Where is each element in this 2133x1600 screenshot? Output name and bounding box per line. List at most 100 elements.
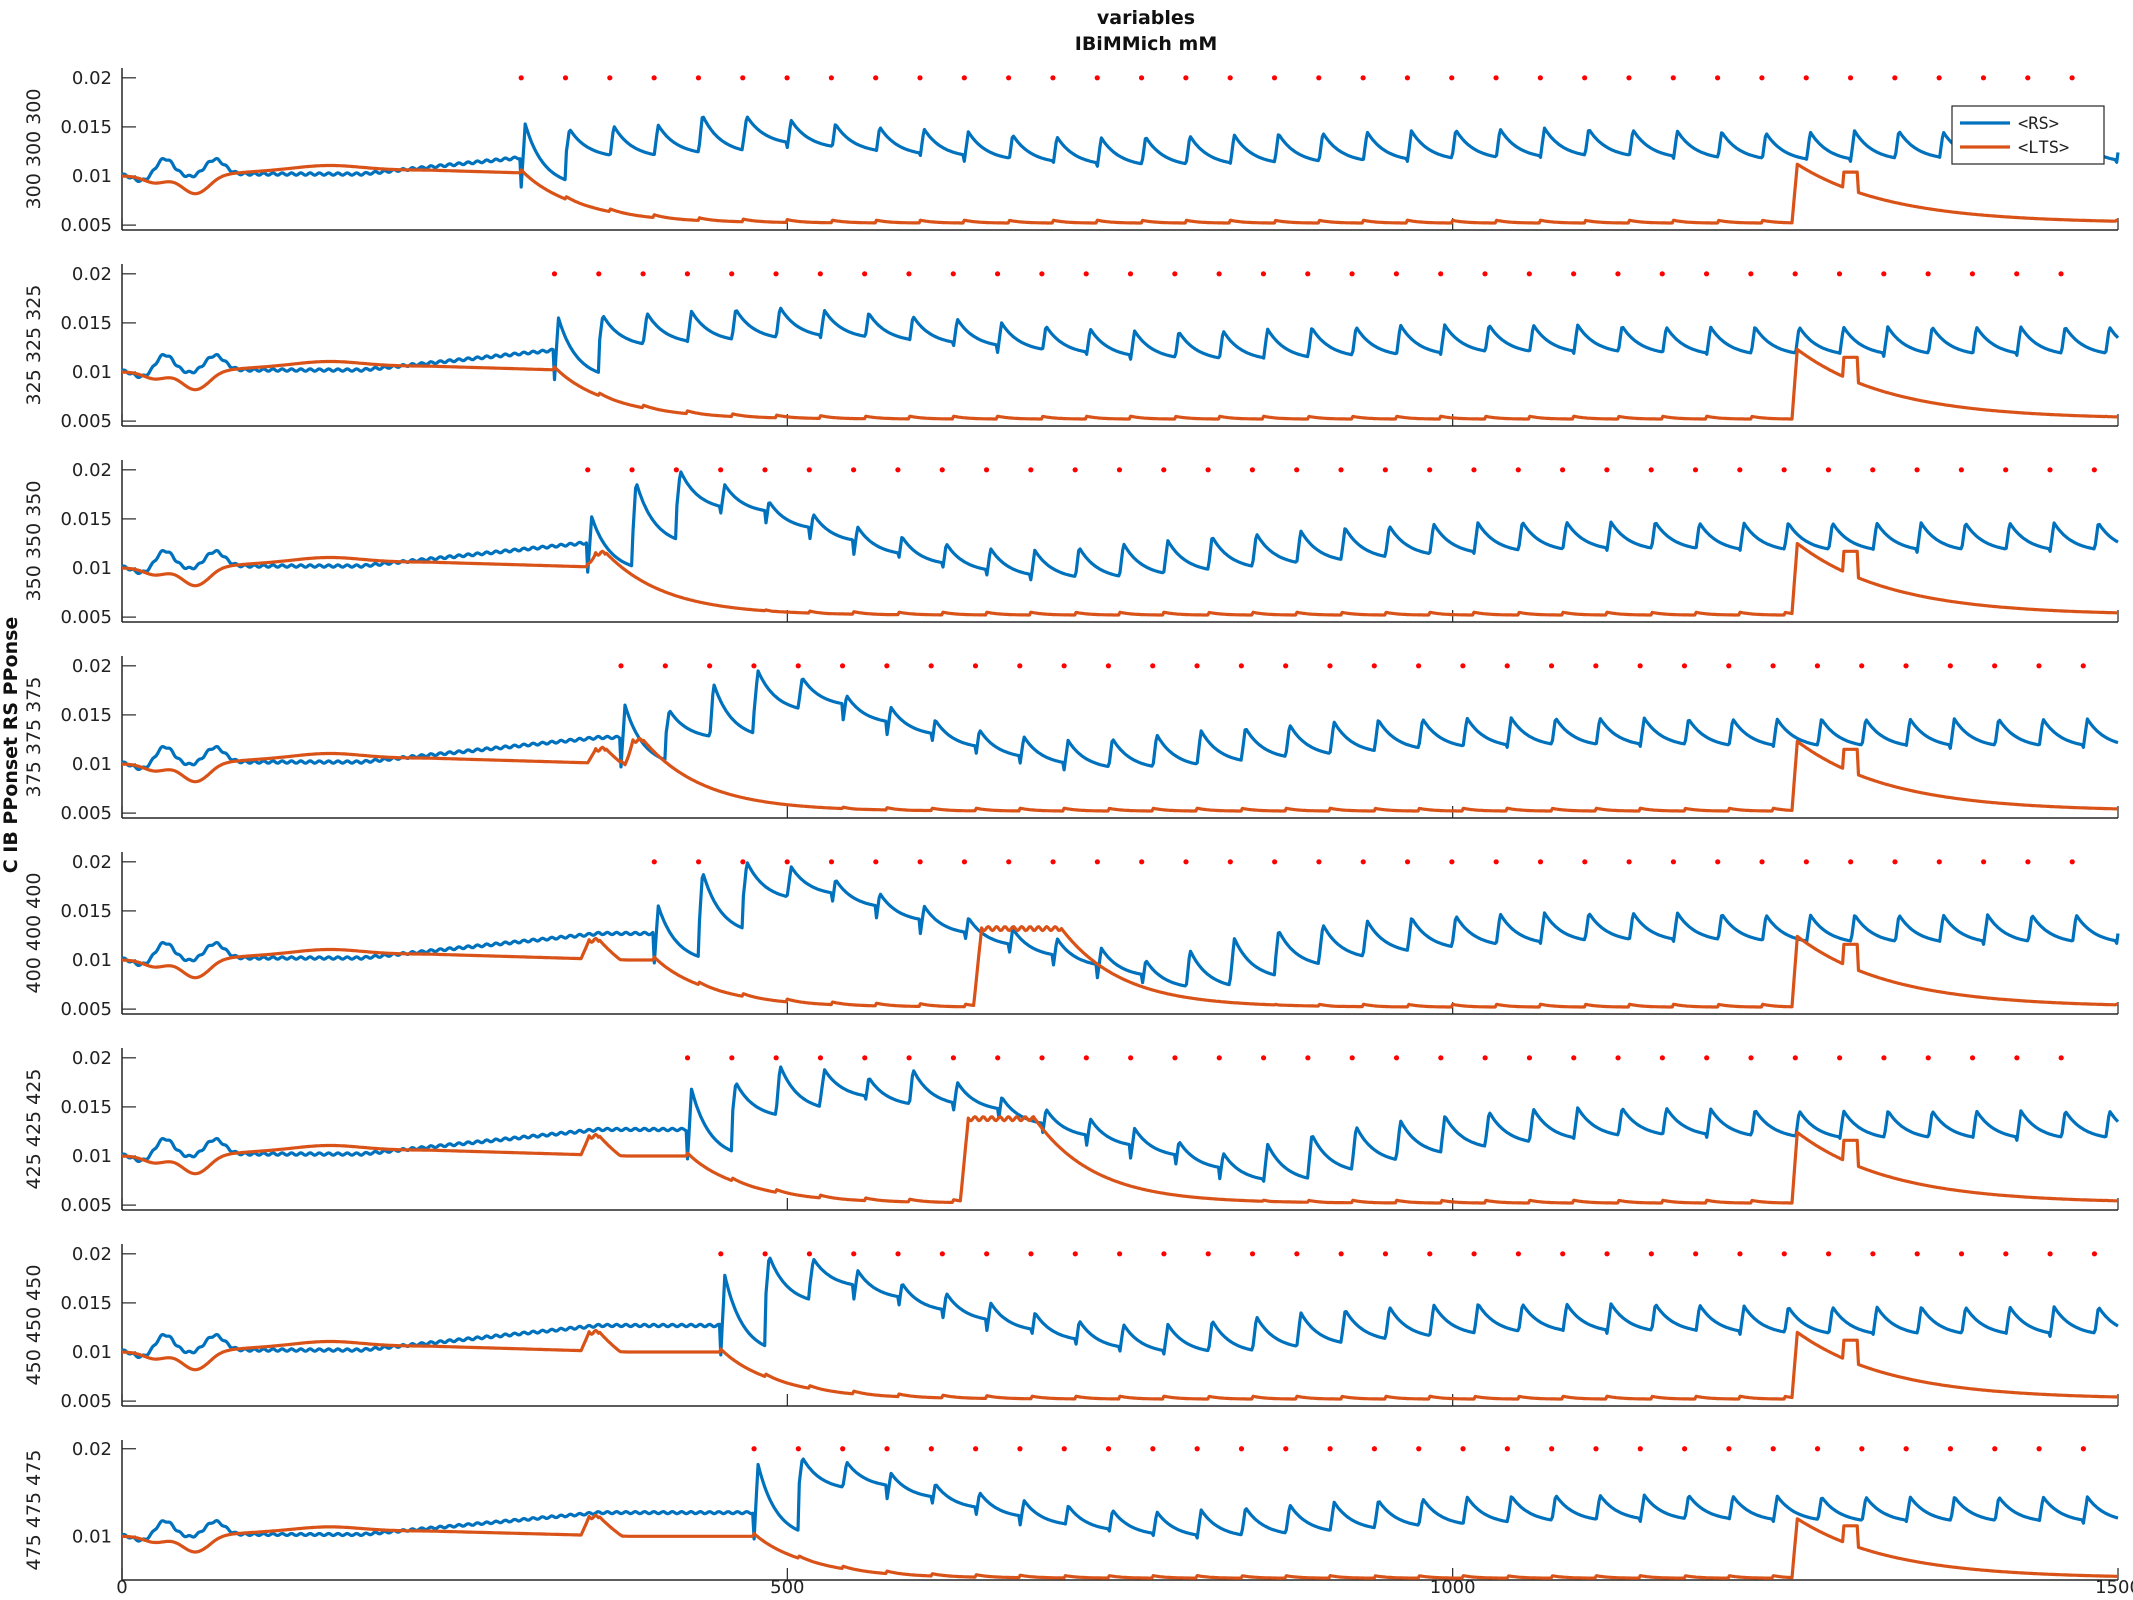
- spike-marker: [817, 1055, 824, 1061]
- panel-3: 0.005 0.01 0.015 0.02 350 350 350: [23, 460, 2119, 628]
- series-rs-line: [121, 470, 2119, 582]
- spike-marker: [928, 663, 934, 669]
- spike-marker: [895, 467, 901, 473]
- spike-marker: [2047, 1251, 2053, 1257]
- y-tick-label: 0.015: [60, 705, 112, 726]
- spike-marker: [1150, 1446, 1156, 1452]
- spike-marker: [1493, 75, 1499, 81]
- spike-marker: [1958, 467, 1964, 473]
- spike-marker: [1703, 271, 1710, 277]
- spike-marker: [751, 663, 757, 669]
- spike-marker: [2069, 859, 2075, 865]
- spike-marker: [1349, 1055, 1355, 1061]
- spike-marker: [1803, 859, 1809, 865]
- spike-marker: [806, 1251, 813, 1257]
- spike-marker: [1271, 75, 1278, 81]
- spike-marker: [1460, 663, 1466, 669]
- spike-marker: [762, 1251, 768, 1257]
- spike-marker: [795, 1446, 801, 1452]
- spike-marker: [2058, 271, 2064, 277]
- row-label: 325 325 325: [23, 285, 45, 406]
- spike-marker: [2014, 271, 2020, 277]
- spike-marker: [1549, 1446, 1555, 1452]
- spike-marker: [1670, 75, 1676, 81]
- spike-marker: [2025, 75, 2031, 81]
- y-tick-label: 0.015: [60, 117, 112, 138]
- spike-marker: [873, 75, 879, 81]
- spike-marker: [1360, 75, 1366, 81]
- spike-marker: [518, 75, 524, 81]
- spike-marker: [1105, 1446, 1112, 1452]
- spike-marker: [1715, 859, 1721, 865]
- spike-marker: [1504, 1446, 1510, 1452]
- spike-marker: [585, 467, 591, 473]
- spike-marker: [1859, 663, 1865, 669]
- spike-marker: [1903, 663, 1909, 669]
- spike-marker: [1227, 859, 1233, 865]
- spike-marker: [1859, 1446, 1865, 1452]
- spike-marker: [1294, 1251, 1300, 1257]
- y-tick-label: 0.02: [72, 68, 112, 89]
- series-rs-line: [121, 1457, 2119, 1543]
- spike-marker: [1648, 467, 1654, 473]
- y-tick-label: 0.02: [72, 1048, 112, 1069]
- series-lts-line: [121, 736, 2119, 813]
- spike-marker: [640, 271, 646, 277]
- series-lts-line: [121, 924, 2119, 1009]
- spike-marker: [1194, 1446, 1200, 1452]
- spike-marker: [1139, 859, 1145, 865]
- y-tick-label: 0.02: [72, 264, 112, 285]
- spike-marker: [707, 663, 713, 669]
- spike-marker: [1825, 1251, 1832, 1257]
- legend-box: [1951, 105, 2105, 165]
- panel-5: 0.005 0.01 0.015 0.02 400 400 400: [23, 852, 2120, 1020]
- spike-marker: [1571, 1055, 1577, 1061]
- spike-marker: [1781, 1251, 1787, 1257]
- spike-marker: [1537, 75, 1543, 81]
- spike-marker: [862, 1055, 868, 1061]
- figure-title-line1: variables: [1097, 7, 1195, 29]
- spike-marker: [939, 467, 945, 473]
- spike-marker: [1726, 1446, 1732, 1452]
- spike-marker: [1748, 1055, 1754, 1061]
- spike-marker: [1582, 859, 1588, 865]
- spike-marker: [740, 75, 746, 81]
- spike-marker: [1039, 271, 1045, 277]
- spike-marker: [1083, 1055, 1089, 1061]
- spike-marker: [1648, 1251, 1654, 1257]
- spike-marker: [873, 859, 879, 865]
- spike-marker: [906, 271, 912, 277]
- spike-marker: [2036, 663, 2042, 669]
- x-tick-label: 0: [116, 1577, 127, 1598]
- y-tick-label: 0.01: [72, 1342, 112, 1363]
- spike-marker: [1371, 1446, 1378, 1452]
- spike-marker: [1936, 859, 1942, 865]
- spike-marker: [1947, 1446, 1954, 1452]
- spike-marker: [1327, 663, 1333, 669]
- spike-marker: [1814, 1446, 1821, 1452]
- spike-marker: [1693, 1251, 1699, 1257]
- y-tick-label: 0.005: [60, 803, 112, 824]
- spike-marker: [1881, 271, 1887, 277]
- y-tick-label: 0.015: [60, 313, 112, 334]
- spike-marker: [1338, 1251, 1344, 1257]
- spike-marker: [1216, 1055, 1222, 1061]
- spike-marker: [1526, 271, 1532, 277]
- spike-marker: [1028, 1251, 1034, 1257]
- spike-marker: [1560, 1251, 1566, 1257]
- spike-marker: [1427, 467, 1433, 473]
- spike-marker: [1682, 1446, 1688, 1452]
- spike-marker: [1272, 859, 1278, 865]
- row-label: 450 450 450: [23, 1265, 45, 1386]
- spike-marker: [1892, 75, 1898, 81]
- spike-marker: [773, 1055, 779, 1061]
- spike-marker: [1028, 467, 1034, 473]
- spike-marker: [1116, 467, 1123, 473]
- spike-marker: [1393, 1055, 1400, 1061]
- spike-marker: [1117, 1251, 1123, 1257]
- spike-marker: [1493, 859, 1499, 865]
- spike-marker: [1737, 467, 1743, 473]
- series-lts-line: [121, 1328, 2119, 1401]
- spike-marker: [2047, 467, 2053, 473]
